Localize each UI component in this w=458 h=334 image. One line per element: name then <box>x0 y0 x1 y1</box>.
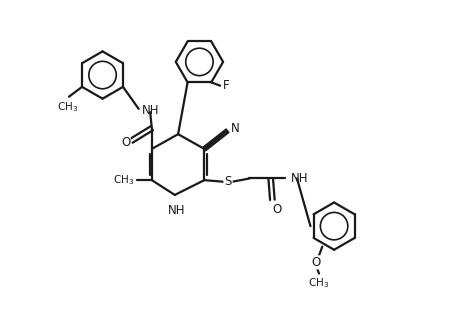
Text: NH: NH <box>168 204 185 217</box>
Text: O: O <box>121 136 130 149</box>
Text: CH$_3$: CH$_3$ <box>57 101 78 115</box>
Text: O: O <box>311 256 320 269</box>
Text: CH$_3$: CH$_3$ <box>308 276 330 290</box>
Text: N: N <box>231 122 240 135</box>
Text: O: O <box>272 203 281 216</box>
Text: CH$_3$: CH$_3$ <box>113 173 134 187</box>
Text: NH: NH <box>290 172 308 185</box>
Text: F: F <box>223 79 229 92</box>
Text: NH: NH <box>142 104 159 117</box>
Text: S: S <box>224 175 232 188</box>
